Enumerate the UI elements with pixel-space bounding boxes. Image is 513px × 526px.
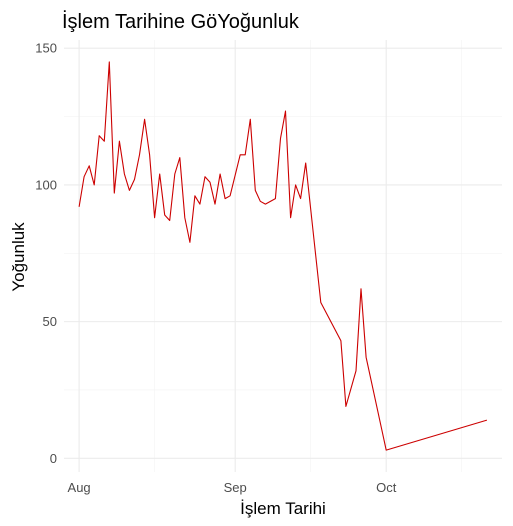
x-tick-label: Sep xyxy=(224,480,247,495)
data-point xyxy=(240,154,241,155)
y-tick-label: 100 xyxy=(35,177,57,192)
data-point xyxy=(164,214,165,215)
data-point xyxy=(94,184,95,185)
data-point xyxy=(305,162,306,163)
data-point xyxy=(360,288,361,289)
data-point xyxy=(139,154,140,155)
x-tick-label: Aug xyxy=(68,480,91,495)
data-point xyxy=(199,203,200,204)
data-point xyxy=(275,198,276,199)
data-point xyxy=(179,157,180,158)
data-point xyxy=(260,201,261,202)
data-point xyxy=(124,173,125,174)
x-tick-label: Oct xyxy=(376,480,397,495)
chart-title: İşlem Tarihine GöYoğunluk xyxy=(62,10,300,33)
y-tick-label: 150 xyxy=(35,41,57,56)
data-point xyxy=(194,195,195,196)
data-point xyxy=(99,135,100,136)
y-axis-ticks: 0 50 100 150 xyxy=(35,41,57,466)
data-point xyxy=(365,357,366,358)
y-tick-label: 50 xyxy=(43,314,57,329)
data-point xyxy=(225,198,226,199)
data-point xyxy=(255,190,256,191)
series-group xyxy=(78,61,488,451)
x-axis-ticks: Aug Sep Oct xyxy=(68,480,397,495)
x-axis-label: İşlem Tarihi xyxy=(240,499,326,518)
data-point xyxy=(320,302,321,303)
data-point xyxy=(79,206,80,207)
data-point xyxy=(104,141,105,142)
data-point xyxy=(280,138,281,139)
data-point xyxy=(486,419,487,420)
data-point xyxy=(144,119,145,120)
data-point xyxy=(84,176,85,177)
data-point xyxy=(89,165,90,166)
data-point xyxy=(265,203,266,204)
data-point xyxy=(214,203,215,204)
data-point xyxy=(204,176,205,177)
data-point xyxy=(119,141,120,142)
data-point xyxy=(169,220,170,221)
data-point xyxy=(109,61,110,62)
data-point xyxy=(219,173,220,174)
data-point xyxy=(154,217,155,218)
data-point xyxy=(386,450,387,451)
y-tick-label: 0 xyxy=(50,451,57,466)
data-point xyxy=(184,217,185,218)
data-point xyxy=(245,154,246,155)
series-line xyxy=(78,61,488,451)
data-point xyxy=(250,119,251,120)
data-point xyxy=(230,195,231,196)
data-point xyxy=(159,173,160,174)
y-axis-label: Yoğunluk xyxy=(9,222,28,292)
data-point xyxy=(355,370,356,371)
data-point xyxy=(290,217,291,218)
data-point xyxy=(345,406,346,407)
data-point xyxy=(129,190,130,191)
data-point xyxy=(189,242,190,243)
major-gridlines xyxy=(64,40,502,472)
data-point xyxy=(149,154,150,155)
data-point xyxy=(300,198,301,199)
data-point xyxy=(134,179,135,180)
minor-gridlines xyxy=(64,40,502,472)
data-point xyxy=(295,184,296,185)
data-point xyxy=(340,340,341,341)
data-point xyxy=(114,193,115,194)
data-point xyxy=(174,173,175,174)
data-point xyxy=(209,182,210,183)
data-point xyxy=(285,110,286,111)
